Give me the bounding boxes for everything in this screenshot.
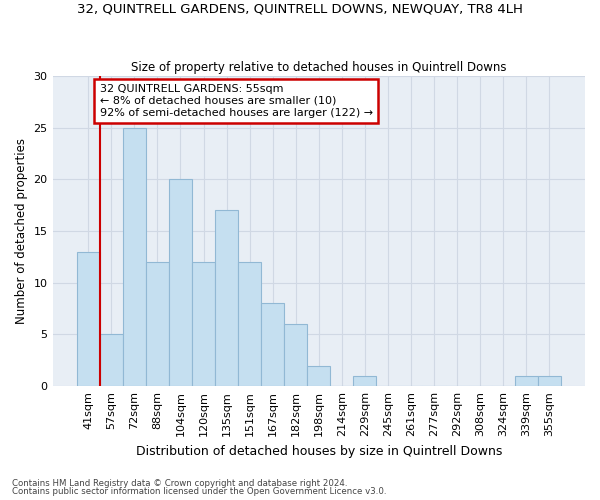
- X-axis label: Distribution of detached houses by size in Quintrell Downs: Distribution of detached houses by size …: [136, 444, 502, 458]
- Bar: [307, 366, 330, 386]
- Bar: [353, 376, 376, 386]
- Y-axis label: Number of detached properties: Number of detached properties: [15, 138, 28, 324]
- Text: 32, QUINTRELL GARDENS, QUINTRELL DOWNS, NEWQUAY, TR8 4LH: 32, QUINTRELL GARDENS, QUINTRELL DOWNS, …: [77, 2, 523, 16]
- Bar: [77, 252, 100, 386]
- Bar: [123, 128, 146, 386]
- Bar: [215, 210, 238, 386]
- Bar: [284, 324, 307, 386]
- Bar: [100, 334, 123, 386]
- Text: Contains public sector information licensed under the Open Government Licence v3: Contains public sector information licen…: [12, 487, 386, 496]
- Text: Contains HM Land Registry data © Crown copyright and database right 2024.: Contains HM Land Registry data © Crown c…: [12, 478, 347, 488]
- Bar: [515, 376, 538, 386]
- Bar: [169, 180, 192, 386]
- Bar: [192, 262, 215, 386]
- Title: Size of property relative to detached houses in Quintrell Downs: Size of property relative to detached ho…: [131, 60, 506, 74]
- Bar: [538, 376, 561, 386]
- Text: 32 QUINTRELL GARDENS: 55sqm
← 8% of detached houses are smaller (10)
92% of semi: 32 QUINTRELL GARDENS: 55sqm ← 8% of deta…: [100, 84, 373, 117]
- Bar: [146, 262, 169, 386]
- Bar: [238, 262, 261, 386]
- Bar: [261, 304, 284, 386]
